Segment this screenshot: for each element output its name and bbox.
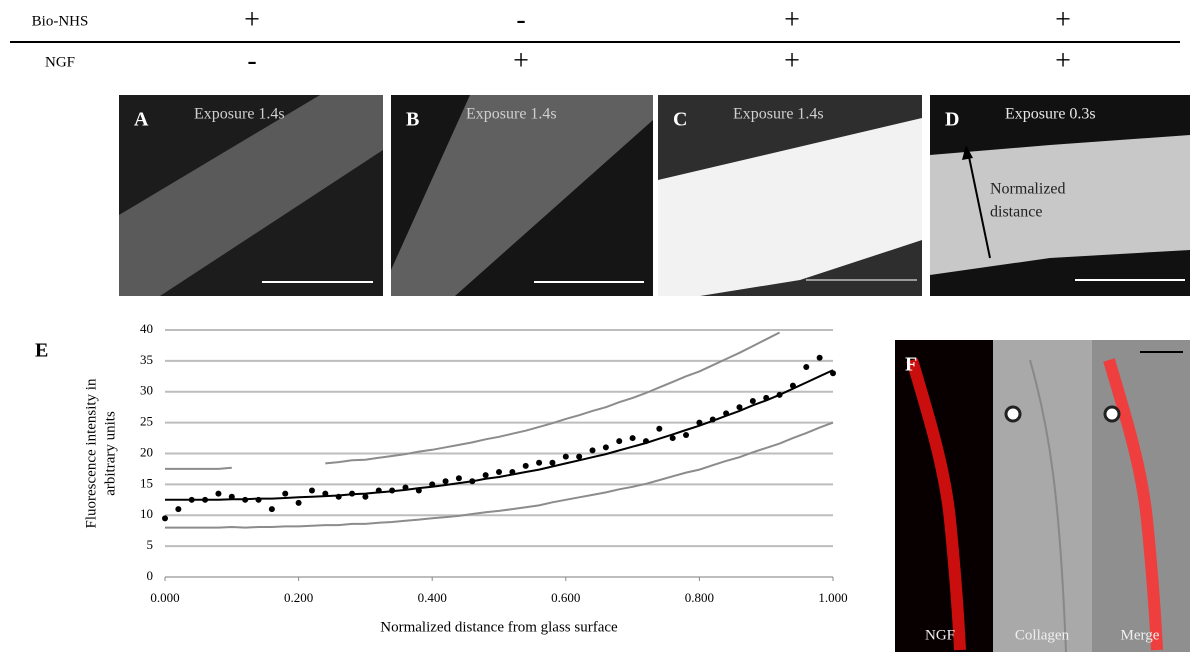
data-point: [656, 425, 663, 432]
y-tick-label: 30: [140, 383, 153, 398]
data-point: [589, 447, 596, 454]
data-point: [175, 506, 182, 513]
data-point: [683, 431, 690, 438]
data-point: [602, 444, 609, 451]
panel-letter: D: [945, 109, 959, 131]
data-point: [162, 515, 168, 522]
row-label: Bio-NHS: [32, 13, 89, 29]
fit-line: [165, 421, 834, 529]
data-point: [736, 404, 743, 411]
panel-annotation: Normalized: [990, 181, 1066, 198]
data-point: [536, 459, 543, 466]
y-tick-label: 20: [140, 444, 153, 459]
data-point: [362, 493, 369, 500]
data-point: [549, 459, 556, 466]
panel-letter: F: [905, 354, 917, 376]
data-point: [442, 478, 449, 485]
x-axis-label: Normalized distance from glass surface: [380, 619, 618, 635]
panel-c-image: [658, 95, 922, 296]
fit-line: [165, 331, 781, 470]
data-point: [268, 506, 275, 513]
panel-caption: Exposure 0.3s: [1005, 106, 1096, 123]
y-tick-label: 5: [147, 537, 154, 552]
panel-letter: E: [35, 340, 48, 362]
data-point: [616, 438, 623, 445]
row-cell: -: [516, 4, 525, 35]
panel-label: Collagen: [1015, 627, 1070, 643]
row-cell: +: [1055, 45, 1071, 76]
data-point: [669, 435, 676, 442]
data-point: [816, 354, 823, 361]
data-point: [295, 499, 302, 506]
data-point: [576, 453, 583, 460]
x-tick-label: 0.200: [284, 590, 313, 605]
data-point: [482, 472, 489, 479]
x-tick-label: 0.600: [551, 590, 580, 605]
panel-b-image: [391, 95, 653, 296]
row-cell: +: [244, 4, 260, 35]
panel-label: NGF: [925, 627, 955, 643]
data-point: [455, 475, 462, 482]
y-tick-label: 15: [140, 475, 153, 490]
data-point: [308, 487, 315, 494]
row-label: NGF: [45, 54, 75, 70]
fit-line: [165, 369, 834, 501]
panel-d-image: [930, 95, 1190, 296]
data-point: [803, 364, 810, 371]
data-point: [282, 490, 289, 497]
panel-caption: Exposure 1.4s: [194, 106, 285, 123]
panel-a-image: [119, 95, 383, 296]
panel-caption: Exposure 1.4s: [733, 106, 824, 123]
data-point: [629, 435, 636, 442]
data-point: [215, 490, 222, 497]
panel-caption: Exposure 1.4s: [466, 106, 557, 123]
panel-label: Merge: [1121, 627, 1160, 643]
data-point: [749, 398, 756, 405]
data-point: [522, 462, 529, 469]
y-tick-label: 35: [140, 352, 153, 367]
panel-annotation: distance: [990, 204, 1042, 221]
y-tick-label: 40: [140, 321, 153, 336]
data-point: [562, 453, 569, 460]
row-cell: +: [784, 4, 800, 35]
row-cell: -: [247, 45, 256, 76]
y-axis-label: Fluorescence intensity in: [83, 378, 99, 528]
panel-letter: B: [406, 109, 419, 131]
y-tick-label: 25: [140, 414, 153, 429]
row-cell: +: [784, 45, 800, 76]
x-tick-label: 0.800: [685, 590, 714, 605]
row-cell: +: [1055, 4, 1071, 35]
y-tick-label: 0: [147, 568, 154, 583]
x-tick-label: 0.000: [150, 590, 179, 605]
panel-letter: C: [673, 109, 687, 131]
panel-f-image: [895, 340, 1190, 652]
y-axis-label: arbitrary units: [102, 411, 118, 496]
y-tick-label: 10: [140, 506, 153, 521]
x-tick-label: 1.000: [818, 590, 847, 605]
x-tick-label: 0.400: [418, 590, 447, 605]
data-point: [496, 469, 502, 476]
row-cell: +: [513, 45, 529, 76]
panel-letter: A: [134, 109, 149, 131]
